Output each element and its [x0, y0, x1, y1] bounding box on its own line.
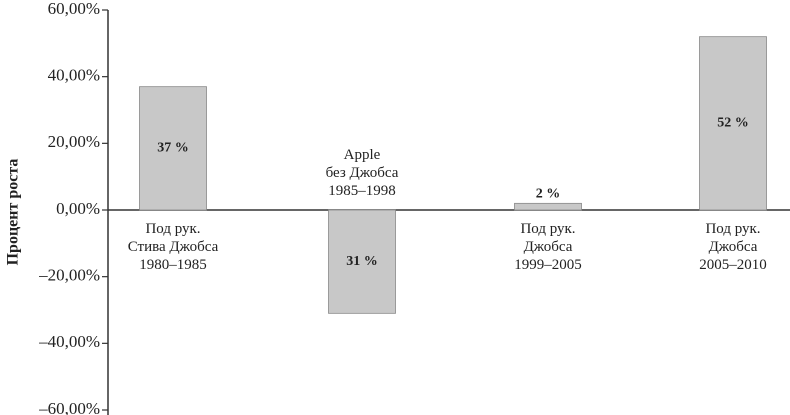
y-tick-label: –20,00% [38, 266, 100, 285]
value-label: 31 % [346, 254, 378, 269]
y-tick-label: –40,00% [38, 332, 100, 351]
y-tick-label: 20,00% [48, 132, 100, 151]
bar [328, 209, 396, 314]
bar [139, 86, 207, 211]
x-tick-label: Под рук. Джобса 2005–2010 [699, 221, 767, 273]
x-tick-label: Под рук. Джобса 1999–2005 [514, 221, 582, 273]
x-tick-label: Под рук. Стива Джобса 1980–1985 [127, 221, 219, 273]
y-tick-label: 60,00% [48, 0, 100, 18]
y-tick-label: –60,00% [38, 399, 100, 415]
bar [699, 36, 767, 211]
value-label: 52 % [717, 116, 749, 131]
y-tick-label: 0,00% [56, 199, 100, 218]
y-axis-title: Процент роста [5, 159, 22, 266]
value-label: 2 % [536, 187, 561, 202]
value-label: 37 % [157, 141, 189, 156]
bar [514, 202, 582, 211]
y-tick-label: 40,00% [48, 66, 100, 85]
x-tick-label: Apple без Джобса 1985–1998 [325, 147, 399, 199]
